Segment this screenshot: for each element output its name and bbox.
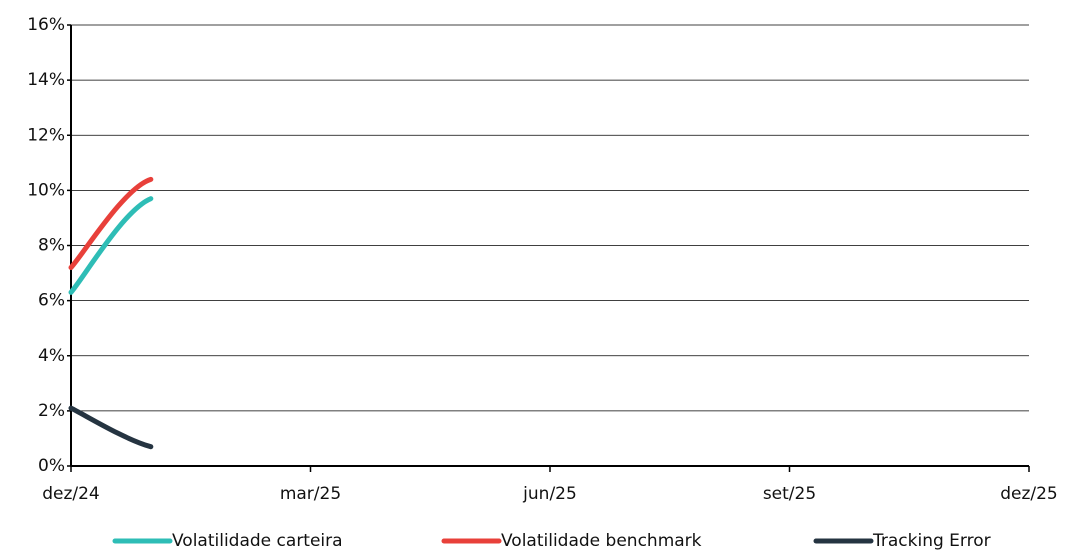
y-tick-label: 6% bbox=[38, 291, 65, 311]
y-tick-label: 2% bbox=[38, 401, 65, 421]
y-tick-label: 12% bbox=[27, 125, 65, 145]
x-tick-label: mar/25 bbox=[280, 484, 341, 504]
x-tick-label: jun/25 bbox=[522, 484, 577, 504]
series-line bbox=[68, 176, 154, 271]
y-tick-label: 0% bbox=[38, 456, 65, 476]
legend-label: Volatilidade carteira bbox=[172, 531, 343, 551]
series-line bbox=[68, 405, 154, 450]
x-tick-label: set/25 bbox=[763, 484, 816, 504]
y-tick-label: 10% bbox=[27, 180, 65, 200]
x-tick-label: dez/25 bbox=[1000, 484, 1058, 504]
y-tick-label: 4% bbox=[38, 346, 65, 366]
series-line bbox=[68, 196, 154, 295]
y-tick-label: 16% bbox=[27, 15, 65, 35]
y-tick-label: 8% bbox=[38, 236, 65, 256]
legend-label: Volatilidade benchmark bbox=[501, 531, 702, 551]
legend-label: Tracking Error bbox=[872, 531, 991, 551]
x-tick-label: dez/24 bbox=[42, 484, 100, 504]
y-tick-label: 14% bbox=[27, 70, 65, 90]
